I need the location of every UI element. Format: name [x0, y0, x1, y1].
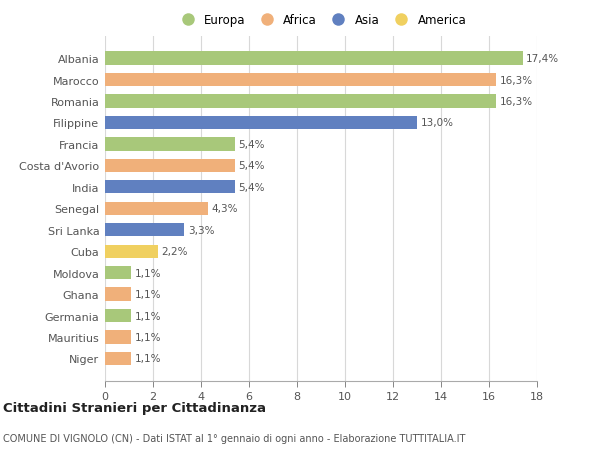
Text: 16,3%: 16,3%	[500, 75, 533, 85]
Text: 1,1%: 1,1%	[135, 354, 161, 364]
Bar	[105, 309, 131, 323]
Text: 13,0%: 13,0%	[421, 118, 454, 128]
Text: 1,1%: 1,1%	[135, 311, 161, 321]
Text: COMUNE DI VIGNOLO (CN) - Dati ISTAT al 1° gennaio di ogni anno - Elaborazione TU: COMUNE DI VIGNOLO (CN) - Dati ISTAT al 1…	[3, 433, 466, 442]
Bar	[105, 159, 235, 173]
Text: 17,4%: 17,4%	[526, 54, 559, 64]
Bar	[105, 95, 496, 108]
Text: 4,3%: 4,3%	[212, 204, 238, 214]
Text: Cittadini Stranieri per Cittadinanza: Cittadini Stranieri per Cittadinanza	[3, 401, 266, 414]
Bar	[105, 266, 131, 280]
Text: 2,2%: 2,2%	[161, 246, 188, 257]
Text: 5,4%: 5,4%	[238, 140, 265, 150]
Bar	[105, 74, 496, 87]
Bar	[105, 117, 417, 130]
Text: 5,4%: 5,4%	[238, 182, 265, 192]
Bar	[105, 181, 235, 194]
Text: 5,4%: 5,4%	[238, 161, 265, 171]
Bar	[105, 52, 523, 66]
Text: 16,3%: 16,3%	[500, 97, 533, 107]
Bar	[105, 138, 235, 151]
Text: 1,1%: 1,1%	[135, 290, 161, 299]
Bar	[105, 330, 131, 344]
Text: 1,1%: 1,1%	[135, 268, 161, 278]
Bar	[105, 224, 184, 237]
Bar	[105, 352, 131, 365]
Bar	[105, 202, 208, 215]
Legend: Europa, Africa, Asia, America: Europa, Africa, Asia, America	[176, 14, 466, 28]
Bar	[105, 245, 158, 258]
Text: 3,3%: 3,3%	[188, 225, 214, 235]
Text: 1,1%: 1,1%	[135, 332, 161, 342]
Bar	[105, 288, 131, 301]
